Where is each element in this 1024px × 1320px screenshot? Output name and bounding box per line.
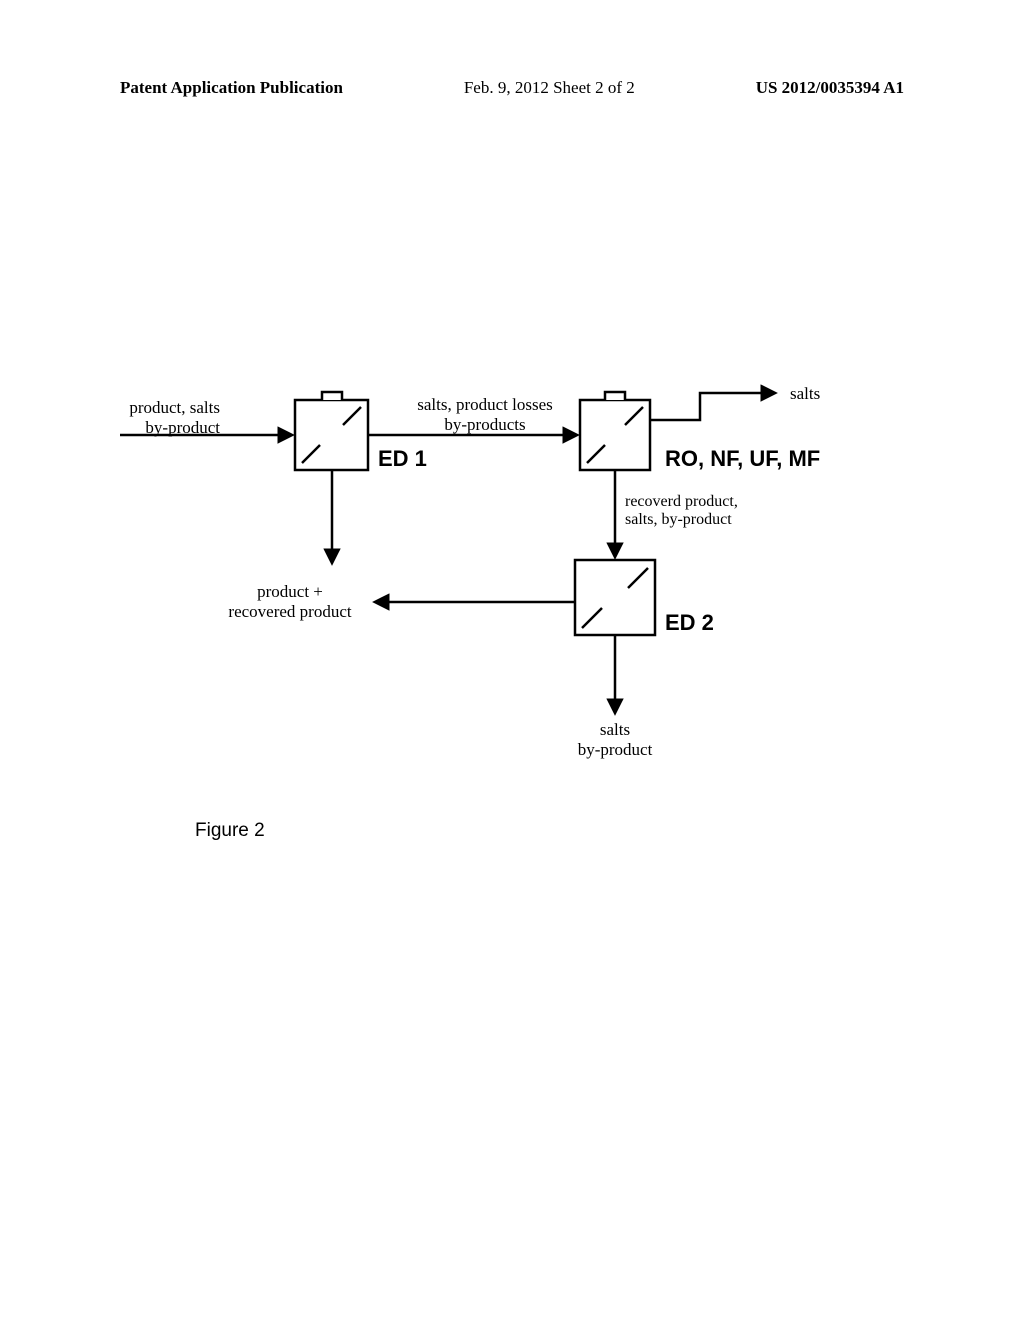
figure-caption: Figure 2 (195, 820, 265, 842)
process-flow-diagram (0, 0, 1024, 1320)
label-ed2: ED 2 (665, 610, 714, 636)
arrow-membrane-salts (650, 393, 775, 420)
label-salts-out: salts (790, 384, 820, 404)
label-recovered-mid: recoverd product, salts, by-product (625, 493, 738, 529)
label-ed2-out: salts by-product (565, 720, 665, 760)
label-between: salts, product losses by-products (395, 395, 575, 435)
label-input: product, salts by-product (95, 398, 220, 438)
label-ed1: ED 1 (378, 446, 427, 472)
label-membrane: RO, NF, UF, MF (665, 446, 820, 472)
membrane-box (580, 392, 650, 470)
label-product-recovered: product + recovered product (210, 582, 370, 622)
ed2-box (575, 560, 655, 635)
ed1-box (295, 392, 368, 470)
page-root: Patent Application Publication Feb. 9, 2… (0, 0, 1024, 1320)
